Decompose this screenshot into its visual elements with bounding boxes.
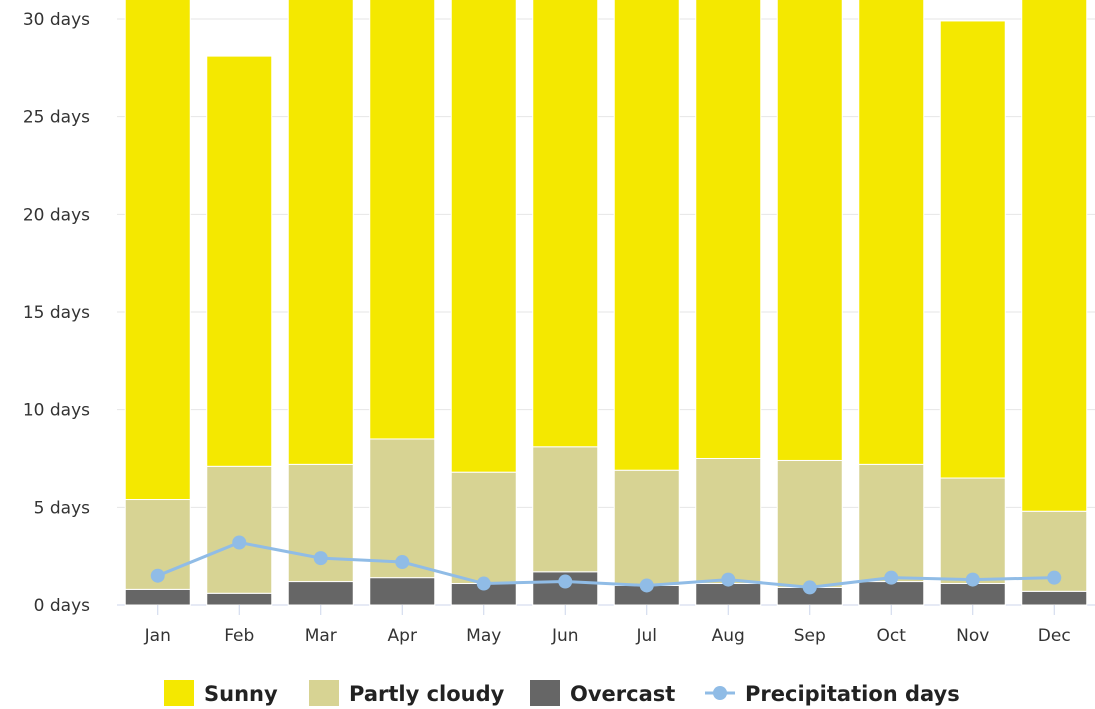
- y-tick-label: 15 days: [23, 303, 90, 323]
- x-tick-label: Feb: [224, 626, 254, 646]
- legend-swatch-marker: [713, 686, 727, 700]
- bar-overcast-nov[interactable]: [939, 583, 1006, 606]
- bar-sunny-jan[interactable]: [124, 0, 191, 501]
- x-tick-label: Dec: [1038, 626, 1071, 646]
- bar-overcast-oct[interactable]: [858, 581, 925, 606]
- precipitation-point-may[interactable]: [476, 576, 491, 591]
- precipitation-point-sep[interactable]: [802, 580, 817, 595]
- grid-lines: [117, 18, 1095, 606]
- y-tick-label: 10 days: [23, 401, 90, 421]
- precipitation-point-apr[interactable]: [395, 555, 410, 570]
- legend-label: Precipitation days: [745, 682, 960, 706]
- precipitation-point-jan[interactable]: [150, 568, 165, 583]
- y-tick-label: 0 days: [34, 596, 90, 616]
- precipitation-point-jul[interactable]: [639, 578, 654, 593]
- x-tick-label: Aug: [712, 626, 745, 646]
- x-tick-label: Sep: [794, 626, 826, 646]
- x-tick-label: May: [466, 626, 501, 646]
- bar-sunny-feb[interactable]: [206, 55, 273, 467]
- bar-overcast-dec[interactable]: [1021, 590, 1088, 606]
- bar-sunny-oct[interactable]: [858, 0, 925, 465]
- bar-overcast-jan[interactable]: [124, 588, 191, 606]
- bar-partly-cloudy-may[interactable]: [450, 471, 517, 585]
- precipitation-line: [150, 535, 1062, 595]
- y-tick-label: 25 days: [23, 108, 90, 128]
- bar-sunny-dec[interactable]: [1021, 0, 1088, 512]
- bar-partly-cloudy-sep[interactable]: [776, 459, 843, 588]
- bar-overcast-apr[interactable]: [369, 577, 436, 606]
- precipitation-point-feb[interactable]: [232, 535, 247, 550]
- bar-overcast-feb[interactable]: [206, 592, 273, 606]
- legend-label: Partly cloudy: [349, 682, 505, 706]
- precipitation-point-jun[interactable]: [558, 574, 573, 589]
- bar-partly-cloudy-jul[interactable]: [613, 469, 680, 586]
- bar-partly-cloudy-jun[interactable]: [532, 446, 599, 573]
- legend: Sunny Partly cloudy Overcast Precipitation …: [164, 680, 960, 706]
- precipitation-line-path: [157, 540, 1055, 589]
- legend-item-precipitation-days[interactable]: Precipitation days: [705, 682, 960, 706]
- bar-sunny-aug[interactable]: [695, 0, 762, 459]
- bar-partly-cloudy-aug[interactable]: [695, 458, 762, 585]
- bar-partly-cloudy-apr[interactable]: [369, 438, 436, 579]
- x-tick-label: Apr: [388, 626, 417, 646]
- precipitation-point-aug[interactable]: [721, 572, 736, 587]
- legend-swatch: [309, 680, 339, 706]
- bar-sunny-jun[interactable]: [532, 0, 599, 448]
- legend-swatch: [164, 680, 194, 706]
- bar-partly-cloudy-feb[interactable]: [206, 465, 273, 594]
- y-tick-label: 20 days: [23, 205, 90, 225]
- y-tick-label: 30 days: [23, 10, 90, 30]
- bar-overcast-aug[interactable]: [695, 583, 762, 606]
- bar-sunny-may[interactable]: [450, 0, 517, 473]
- bar-sunny-mar[interactable]: [287, 0, 354, 465]
- x-tick-label: Jan: [144, 626, 171, 646]
- bar-partly-cloudy-oct[interactable]: [858, 463, 925, 583]
- legend-item-sunny[interactable]: Sunny: [164, 680, 278, 706]
- legend-swatch: [530, 680, 560, 706]
- stacked-bars: [124, 0, 1088, 606]
- legend-item-partly-cloudy[interactable]: Partly cloudy: [309, 680, 505, 706]
- bar-sunny-jul[interactable]: [613, 0, 680, 471]
- bar-sunny-sep[interactable]: [776, 0, 843, 461]
- x-tick-label: Mar: [305, 626, 337, 646]
- x-tick-label: Jul: [635, 626, 657, 646]
- legend-label: Sunny: [204, 682, 278, 706]
- bar-overcast-mar[interactable]: [287, 581, 354, 606]
- x-tick-label: Nov: [956, 626, 989, 646]
- y-axis: 0 days 5 days 10 days 15 days 20 days 25 days…: [23, 10, 90, 616]
- bar-sunny-apr[interactable]: [369, 0, 436, 440]
- bar-partly-cloudy-nov[interactable]: [939, 477, 1006, 585]
- bar-sunny-nov[interactable]: [939, 20, 1006, 479]
- precipitation-point-mar[interactable]: [313, 551, 328, 566]
- precipitation-point-nov[interactable]: [965, 572, 980, 587]
- y-tick-label: 5 days: [34, 498, 90, 518]
- precipitation-point-oct[interactable]: [884, 570, 899, 585]
- x-tick-label: Oct: [877, 626, 907, 646]
- x-axis: Jan Feb Mar Apr May Jun Jul Aug Sep Oct Nov Dec: [144, 605, 1071, 646]
- legend-item-overcast[interactable]: Overcast: [530, 680, 675, 706]
- precipitation-point-dec[interactable]: [1047, 570, 1062, 585]
- legend-label: Overcast: [570, 682, 675, 706]
- x-tick-label: Jun: [551, 626, 579, 646]
